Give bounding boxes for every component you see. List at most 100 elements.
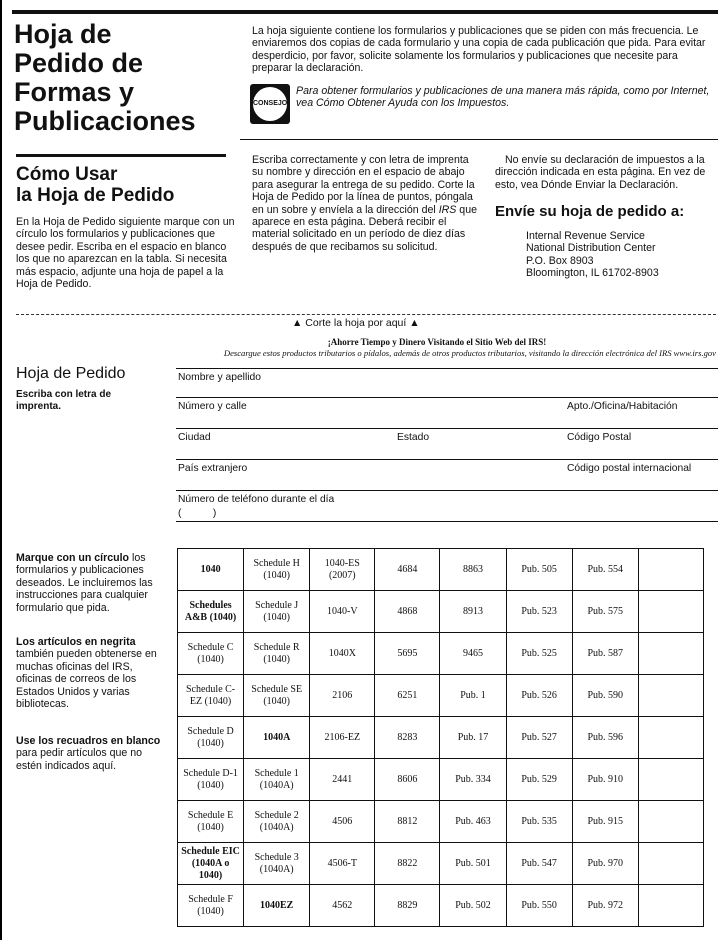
form-item-cell[interactable]: Pub. 334 [439,758,507,801]
blank-order-cell[interactable] [637,800,705,843]
form-item-cell[interactable]: 8812 [374,800,441,843]
form-item-cell[interactable]: 8283 [374,716,441,759]
address-line: Bloomington, IL 61702-8903 [526,267,659,280]
form-item-cell[interactable]: 4562 [309,884,376,927]
instruction-bold: Los artículos en negrita también pueden … [16,636,166,710]
form-item-cell[interactable]: Schedule C-EZ (1040) [176,674,245,717]
form-item-cell[interactable]: Pub. 587 [571,632,639,675]
form-item-cell[interactable]: Schedule 3 (1040A) [243,842,311,885]
form-item-cell[interactable]: Pub. 550 [505,884,573,927]
form-item-cell[interactable]: 1040EZ [243,884,311,927]
form-item-cell[interactable]: Pub. 575 [571,590,639,633]
form-item-cell[interactable]: 2106-EZ [309,716,376,759]
heading-line: la Hoja de Pedido [16,185,175,206]
country-field[interactable] [176,490,718,491]
form-item-cell[interactable]: Pub. 970 [571,842,639,885]
blank-order-cell[interactable] [637,632,705,675]
form-item-cell[interactable]: Pub. 527 [505,716,573,759]
form-item-cell[interactable]: 2106 [309,674,376,717]
form-item-cell[interactable]: 1040 [176,548,245,591]
cut-label: ▲ Corte la hoja por aquí ▲ [292,317,420,329]
form-item-cell[interactable]: Pub. 596 [571,716,639,759]
form-item-cell[interactable]: Pub. 529 [505,758,573,801]
form-item-cell[interactable]: 8913 [439,590,507,633]
form-item-cell[interactable]: Pub. 502 [439,884,507,927]
form-item-cell[interactable]: Pub. 526 [505,674,573,717]
form-item-cell[interactable]: 4868 [374,590,441,633]
form-item-cell[interactable]: Pub. 910 [571,758,639,801]
title-line: Formas y [14,77,135,107]
form-item-cell[interactable]: Pub. 535 [505,800,573,843]
blank-order-cell[interactable] [637,842,705,885]
left-border [0,0,2,940]
street-field[interactable] [176,428,718,429]
web-headline: ¡Ahorre Tiempo y Dinero Visitando el Sit… [327,337,547,347]
web-text: Descargue estos productos tributarios o … [223,348,716,358]
form-item-cell[interactable]: Pub. 463 [439,800,507,843]
table-row: Schedule E (1040) Schedule 2 (1040A) 4506 8… [176,800,705,843]
form-item-cell[interactable]: 6251 [374,674,441,717]
form-item-cell[interactable]: Pub. 554 [571,548,639,591]
blank-order-cell[interactable] [637,590,705,633]
form-item-cell[interactable]: Schedule D-1 (1040) [176,758,245,801]
table-row: Schedule C-EZ (1040) Schedule SE (1040) 21… [176,674,705,717]
tip-badge: CONSEJO [253,87,287,121]
form-item-cell[interactable]: Schedule D (1040) [176,716,245,759]
form-item-cell[interactable]: 8606 [374,758,441,801]
form-item-cell[interactable]: Pub. 915 [571,800,639,843]
form-item-cell[interactable]: 1040-ES (2007) [309,548,376,591]
blank-order-cell[interactable] [637,716,705,759]
form-item-cell[interactable]: Schedule H (1040) [243,548,311,591]
form-item-cell[interactable]: Schedules A&B (1040) [176,590,245,633]
form-item-cell[interactable]: 5695 [374,632,441,675]
form-item-cell[interactable]: Schedule 2 (1040A) [243,800,311,843]
form-item-cell[interactable]: Pub. 525 [505,632,573,675]
intl-zip-field-label: Código postal internacional [567,463,692,474]
form-item-cell[interactable]: 8829 [374,884,441,927]
form-item-cell[interactable]: 1040X [309,632,376,675]
form-item-cell[interactable]: 8822 [374,842,441,885]
how-to-heading: Cómo Usar la Hoja de Pedido [16,164,174,206]
text: también pueden obtenerse en muchas ofici… [16,648,157,711]
form-item-cell[interactable]: Schedule C (1040) [176,632,245,675]
blank-order-cell[interactable] [637,548,705,591]
form-item-cell[interactable]: Pub. 501 [439,842,507,885]
blank-order-cell[interactable] [637,884,705,927]
form-item-cell[interactable]: Schedule 1 (1040A) [243,758,311,801]
name-field[interactable] [176,397,718,398]
instruction-circle: Marque con un círculo los formularios y … [16,552,161,614]
heading-line: Cómo Usar [16,164,118,185]
form-item-cell[interactable]: Pub. 1 [439,674,507,717]
form-item-cell[interactable]: 1040A [243,716,311,759]
form-item-cell[interactable]: Pub. 972 [571,884,639,927]
form-item-cell[interactable]: Schedule R (1040) [243,632,311,675]
form-item-cell[interactable]: Schedule E (1040) [176,800,245,843]
form-item-cell[interactable]: Schedule SE (1040) [243,674,311,717]
form-item-cell[interactable]: Pub. 523 [505,590,573,633]
blank-order-cell[interactable] [637,674,705,717]
city-field[interactable] [176,459,718,460]
text: para pedir artículos que no estén indica… [16,747,143,772]
blank-order-cell[interactable] [637,758,705,801]
title-line: Hoja de [14,19,112,49]
form-item-cell[interactable]: Schedule F (1040) [176,884,245,927]
form-item-cell[interactable]: 9465 [439,632,507,675]
form-item-cell[interactable]: Pub. 17 [439,716,507,759]
form-item-cell[interactable]: Schedule J (1040) [243,590,311,633]
forms-table: 1040 Schedule H (1040) 1040-ES (2007) 4684 8… [176,548,705,927]
table-row: Schedule D (1040) 1040A 2106-EZ 8283 Pub. 17… [176,716,705,759]
form-item-cell[interactable]: 4506-T [309,842,376,885]
form-item-cell[interactable]: 8863 [439,548,507,591]
form-item-cell[interactable]: 2441 [309,758,376,801]
form-item-cell[interactable]: 1040-V [309,590,376,633]
form-item-cell[interactable]: 4506 [309,800,376,843]
address-line: Internal Revenue Service [526,230,645,242]
form-item-cell[interactable]: Pub. 547 [505,842,573,885]
phone-field[interactable] [176,521,718,522]
form-item-cell[interactable]: Schedule EIC (1040A o 1040) [176,842,245,885]
country-field-label: País extranjero [178,463,248,474]
form-item-cell[interactable]: Pub. 590 [571,674,639,717]
bold-text: Los artículos en negrita [16,636,136,648]
form-item-cell[interactable]: 4684 [374,548,441,591]
form-item-cell[interactable]: Pub. 505 [505,548,573,591]
